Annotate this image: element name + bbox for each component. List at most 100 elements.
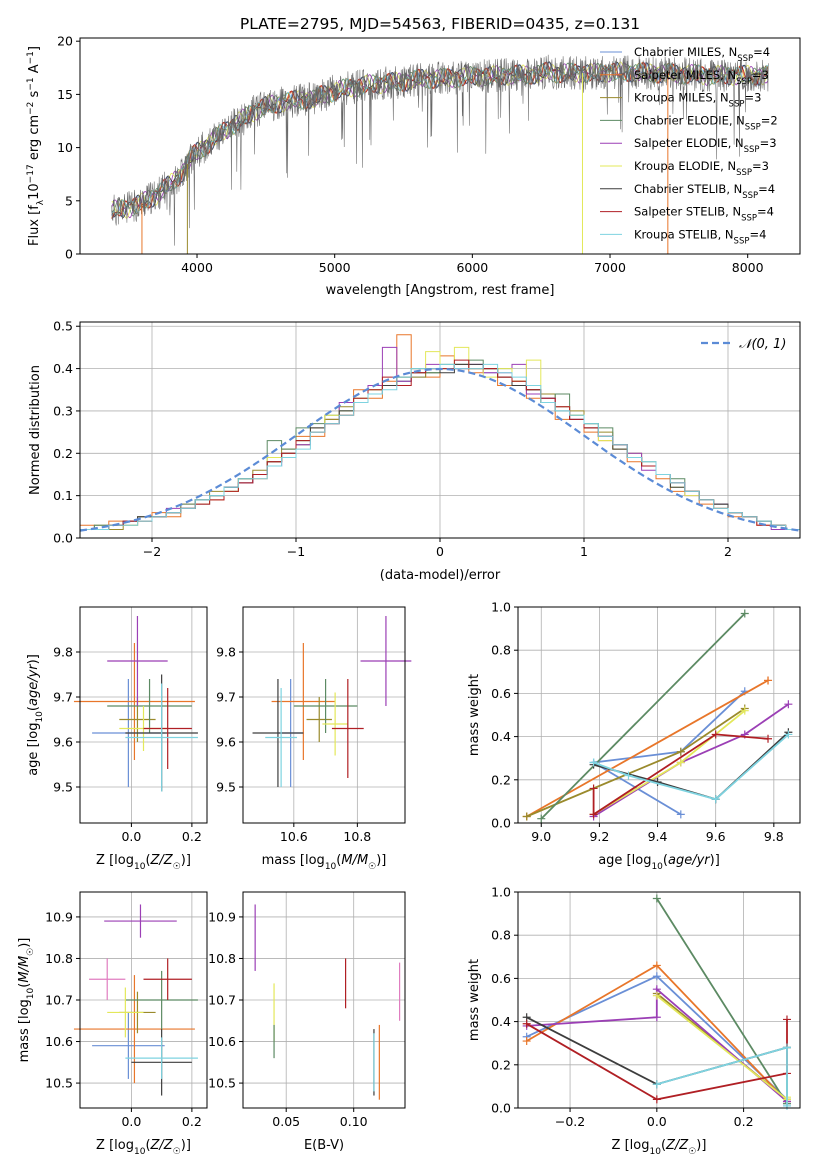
x-tick-label: 0.2 xyxy=(182,1114,202,1129)
y-tick-label: 0.2 xyxy=(53,446,73,461)
weight-marker xyxy=(676,758,685,767)
weight-marker xyxy=(676,747,685,756)
axes-frame xyxy=(242,891,406,1109)
weight-marker xyxy=(782,1015,791,1024)
legend-label: Kroupa MILES, NSSP=3 xyxy=(634,91,761,110)
weight-line xyxy=(590,690,746,816)
weight-marker xyxy=(522,1037,531,1046)
mass-weight-vs-metallicity-panel: −0.2 0.0 0.2 0.0 0.2 0.4 0.6 0.8 1.0 mass weight Z… xyxy=(467,885,801,1157)
weight-marker xyxy=(764,676,773,685)
y-axis-label: mass weight xyxy=(467,674,482,756)
weight-line xyxy=(540,612,746,820)
mass-weight-vs-age-panel: 9.0 9.2 9.4 9.6 9.8 0.0 0.2 0.4 0.6 0.8 1.0 mass we… xyxy=(467,600,801,872)
error-bars xyxy=(73,904,198,1096)
y-tick-label: 0.0 xyxy=(53,531,73,546)
y-tick-label: 10.6 xyxy=(45,1034,73,1049)
y-tick-label: 10.5 xyxy=(45,1076,73,1091)
legend-label: Chabrier STELIB, NSSP=4 xyxy=(634,182,775,201)
x-axis-label: E(B-V) xyxy=(304,1138,344,1153)
y-tick-label: 0.8 xyxy=(491,928,511,943)
normal-curve xyxy=(80,367,800,532)
weight-marker xyxy=(784,730,793,739)
y-tick-label: 0.0 xyxy=(491,1101,511,1116)
weight-marker xyxy=(676,810,685,819)
y-tick-label: 10.7 xyxy=(208,993,236,1008)
legend-label: Salpeter STELIB, NSSP=4 xyxy=(634,205,774,224)
weight-marker xyxy=(740,706,749,715)
residual-distribution-panel: −2 −1 0 1 2 0.0 0.1 0.2 0.3 0.4 0.5 (data-model)/er… xyxy=(28,319,801,583)
x-tick-label: 10.8 xyxy=(343,829,371,844)
axes-frame xyxy=(517,891,801,1109)
figure-title: PLATE=2795, MJD=54563, FIBERID=0435, z=0… xyxy=(240,15,640,33)
axes-frame xyxy=(79,891,208,1109)
mass-vs-metallicity-panel: 0.0 0.2 10.5 10.6 10.7 10.8 10.9 Z [log10(Z/Z☉)… xyxy=(17,891,208,1157)
weight-marker xyxy=(782,1101,791,1110)
weight-marker xyxy=(589,784,598,793)
spectrum-panel: 4000 5000 6000 7000 8000 0 5 10 15 20 wavelength [… xyxy=(26,34,801,298)
x-tick-label: 5000 xyxy=(319,260,351,275)
x-tick-label: 0.2 xyxy=(734,1114,754,1129)
mass-vs-extinction-panel: 0.05 0.10 10.5 10.6 10.7 10.8 10.9 E(B-V) xyxy=(208,891,406,1153)
y-axis-label: Normed distribution xyxy=(28,365,43,495)
y-axis-label: mass [log10(M/M☉)] xyxy=(17,938,36,1063)
y-tick-label: 9.5 xyxy=(53,780,73,795)
legend-label: Chabrier MILES, NSSP=4 xyxy=(634,45,770,64)
legend-label: Kroupa ELODIE, NSSP=3 xyxy=(634,159,769,178)
y-tick-label: 1.0 xyxy=(491,885,511,900)
legend-label: Salpeter ELODIE, NSSP=3 xyxy=(634,136,777,155)
age-vs-metallicity-panel: 0.0 0.2 9.5 9.6 9.7 9.8 Z [log10(Z/Z☉)] age [lo… xyxy=(26,606,208,872)
y-tick-label: 9.8 xyxy=(53,645,73,660)
weight-marker xyxy=(522,1019,531,1028)
weight-marker xyxy=(589,810,598,819)
weight-marker xyxy=(624,771,633,780)
x-tick-label: −2 xyxy=(143,544,161,559)
weight-line xyxy=(656,898,788,1107)
y-tick-label: 9.7 xyxy=(216,690,236,705)
weight-line xyxy=(593,733,789,801)
weight-marker xyxy=(652,1013,661,1022)
y-tick-label: 10.6 xyxy=(208,1034,236,1049)
weight-marker xyxy=(652,1095,661,1104)
y-tick-label: 0.3 xyxy=(53,403,73,418)
weight-marker xyxy=(652,1080,661,1089)
weight-marker xyxy=(522,812,531,821)
weight-marker xyxy=(652,961,661,970)
y-tick-label: 0.2 xyxy=(491,772,511,787)
y-tick-label: 0.2 xyxy=(491,1057,511,1072)
y-tick-label: 0.8 xyxy=(491,643,511,658)
weight-marker xyxy=(740,609,749,618)
y-tick-label: 0 xyxy=(65,247,73,262)
weight-line xyxy=(592,733,769,817)
weight-marker xyxy=(711,730,720,739)
weight-lines xyxy=(522,894,791,1110)
legend-label: Kroupa STELIB, NSSP=4 xyxy=(634,227,766,246)
x-tick-label: 0.10 xyxy=(340,1114,368,1129)
y-axis-label: age [log10(age/yr)] xyxy=(26,654,45,776)
x-tick-label: 9.8 xyxy=(764,829,784,844)
y-tick-label: 9.8 xyxy=(216,645,236,660)
x-tick-label: 2 xyxy=(724,544,732,559)
x-tick-label: 0.0 xyxy=(121,1114,141,1129)
error-bars xyxy=(73,616,198,792)
axes-frame xyxy=(79,321,801,539)
y-tick-label: 9.7 xyxy=(53,690,73,705)
x-tick-label: 0.2 xyxy=(182,829,202,844)
y-tick-label: 9.5 xyxy=(216,780,236,795)
y-tick-label: 0.4 xyxy=(491,729,511,744)
x-tick-label: 4000 xyxy=(181,260,213,275)
y-tick-label: 9.6 xyxy=(216,735,236,750)
y-tick-label: 0.4 xyxy=(53,361,73,376)
x-tick-label: 8000 xyxy=(732,260,764,275)
x-tick-label: 7000 xyxy=(594,260,626,275)
observed-spectrum xyxy=(111,54,769,246)
weight-marker xyxy=(652,894,661,903)
weight-line xyxy=(656,994,788,1102)
axes-frame xyxy=(242,606,406,824)
y-axis-label: mass weight xyxy=(467,959,482,1041)
x-tick-label: 10.6 xyxy=(280,829,308,844)
error-bars xyxy=(252,616,412,787)
weight-marker xyxy=(711,795,720,804)
y-tick-label: 9.6 xyxy=(53,735,73,750)
histograms xyxy=(80,334,800,538)
y-tick-label: 0.6 xyxy=(491,686,511,701)
